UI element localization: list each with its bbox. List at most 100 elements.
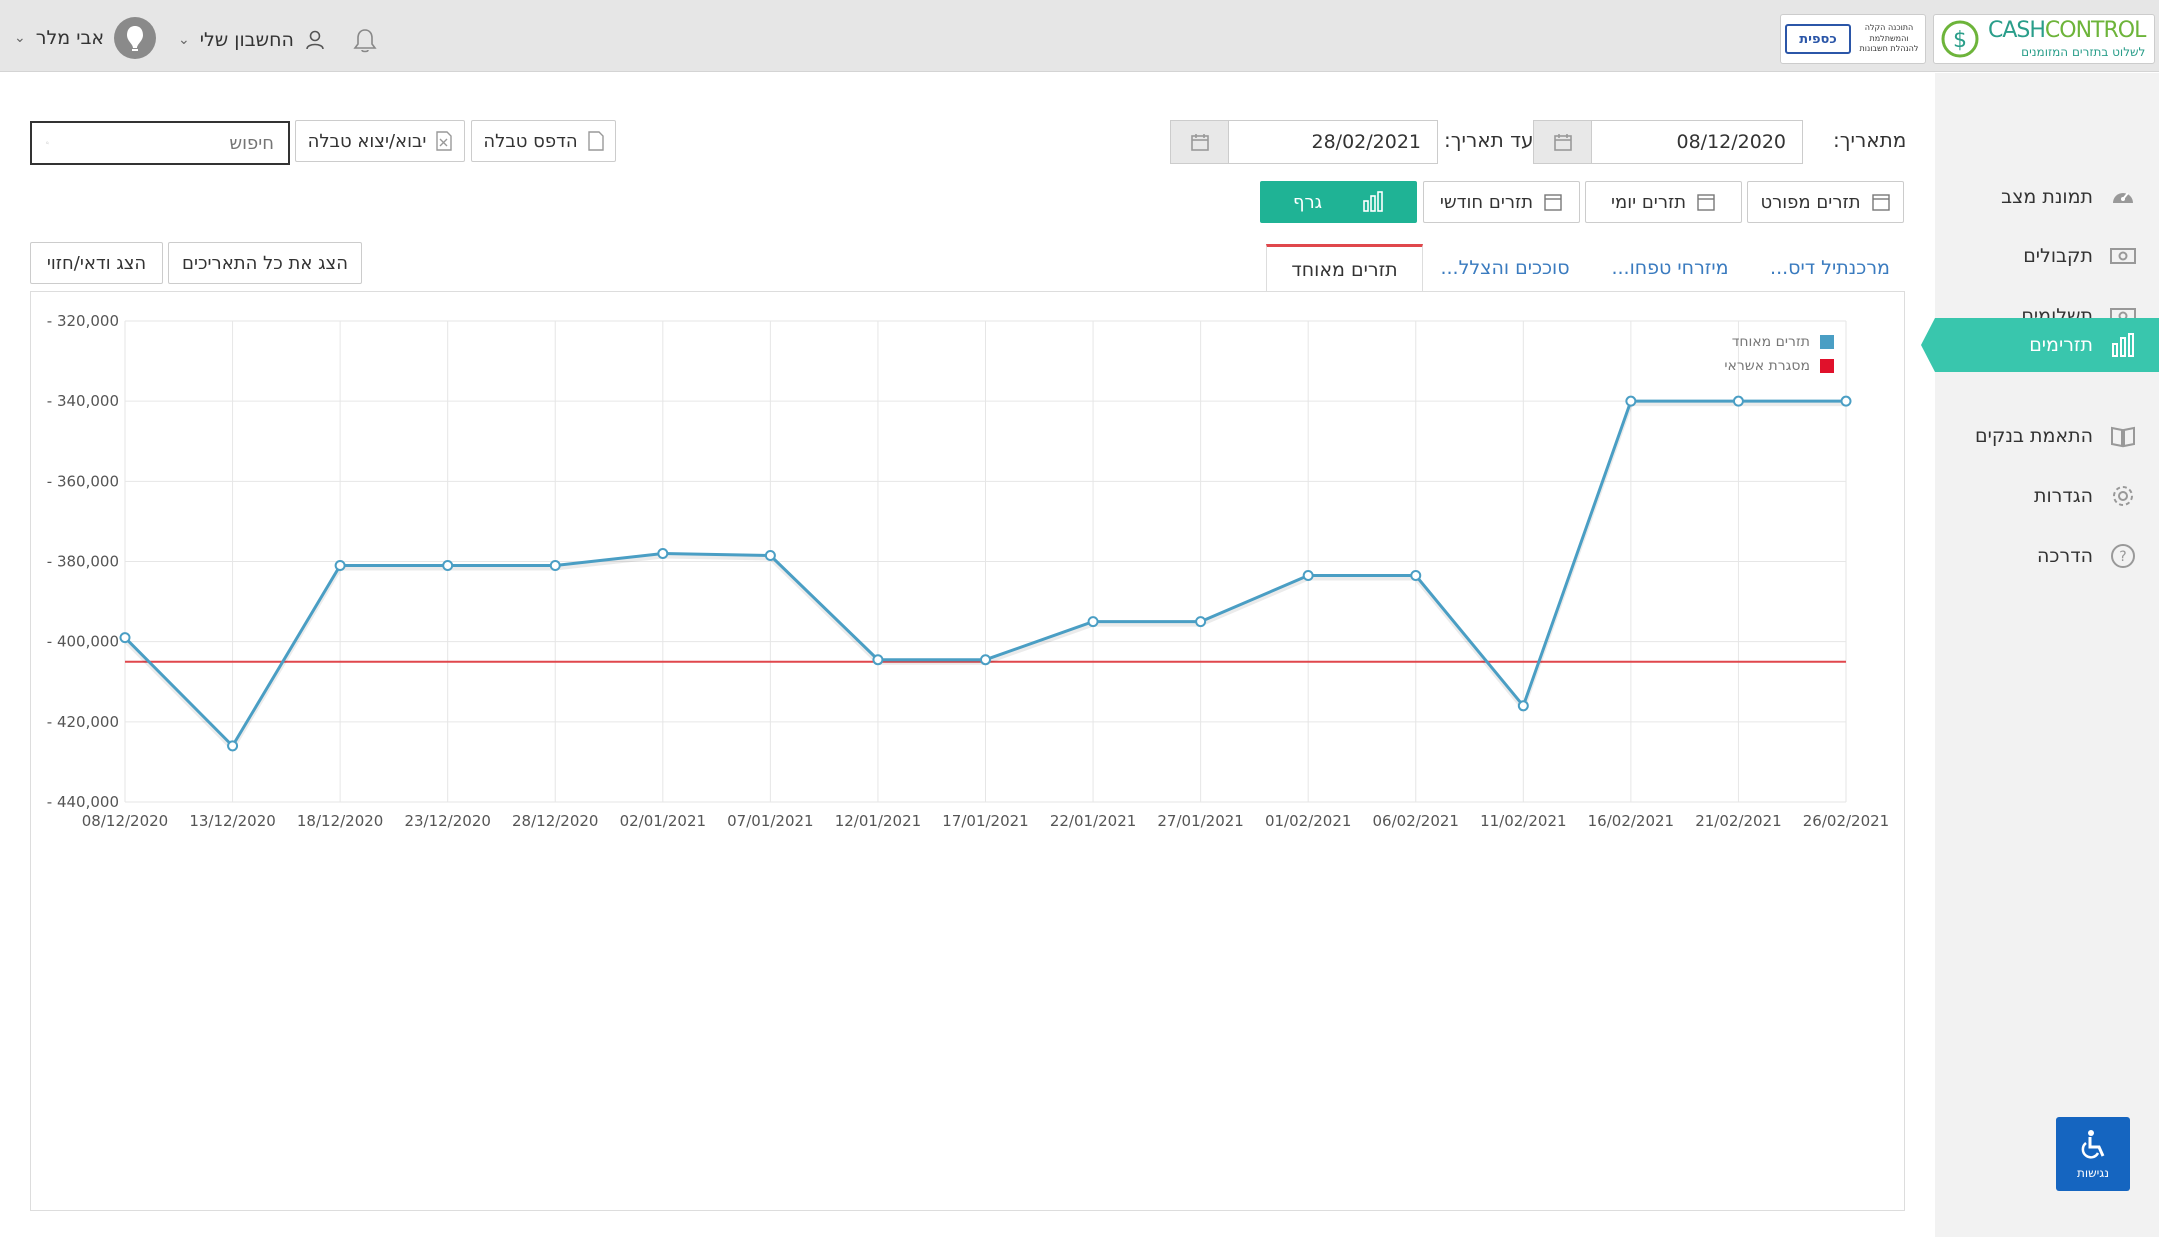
- x-tick-label: 08/12/2020: [82, 812, 168, 830]
- svg-text:$: $: [1953, 28, 1967, 53]
- data-point: [442, 560, 454, 572]
- import-export-label: יבוא/יצוא טבלה: [307, 130, 427, 152]
- chart-panel: - 320,000 - 340,000 - 360,000 - 380,000 - 40…: [30, 291, 1905, 1211]
- show-forecast-label: הצג ודאי/חזוי: [46, 252, 147, 274]
- graph-view-button[interactable]: גרף: [1260, 181, 1417, 223]
- svg-text:?: ?: [2119, 549, 2126, 565]
- sidebar-item-label: הדרכה: [2037, 545, 2093, 567]
- user-menu[interactable]: אבי מלר ⌄: [14, 17, 157, 59]
- x-tick-label: 06/02/2021: [1373, 812, 1459, 830]
- tab-label: מרכנתיל דיס...: [1770, 257, 1890, 279]
- daily-flow-label: תזרים יומי: [1610, 191, 1687, 213]
- chevron-down-icon: ⌄: [178, 32, 190, 48]
- cash-icon: [2109, 242, 2137, 270]
- user-name: אבי מלר: [35, 27, 105, 49]
- x-tick-label: 07/01/2021: [727, 812, 813, 830]
- account-menu[interactable]: החשבון שלי ⌄: [178, 22, 326, 58]
- y-tick-label: - 340,000: [47, 392, 119, 410]
- legend-item[interactable]: מסגרת אשראי: [1724, 354, 1834, 378]
- sidebar-item-settings[interactable]: הגדרות: [1935, 469, 2159, 523]
- data-point: [1302, 570, 1314, 582]
- tab-mizrahi[interactable]: מיזרחי טפחו...: [1595, 244, 1745, 292]
- accessibility-label: נגישות: [2076, 1166, 2110, 1180]
- sidebar-item-dashboard[interactable]: תמונת מצב: [1935, 170, 2159, 224]
- data-point: [119, 632, 131, 644]
- data-point: [549, 560, 561, 572]
- sidebar-item-receipts[interactable]: תקבולים: [1935, 229, 2159, 283]
- x-tick-label: 01/02/2021: [1265, 812, 1351, 830]
- show-all-dates-label: הצג את כל התאריכים: [182, 252, 348, 274]
- x-tick-label: 26/02/2021: [1803, 812, 1889, 830]
- x-tick-label: 17/01/2021: [942, 812, 1028, 830]
- tab-consolidated[interactable]: תזרים מאוחד: [1266, 244, 1423, 292]
- import-export-button[interactable]: יבוא/יצוא טבלה: [295, 120, 465, 162]
- calendar-icon: [1544, 194, 1562, 211]
- daily-flow-button[interactable]: תזרים יומי: [1585, 181, 1742, 223]
- show-all-dates-button[interactable]: הצג את כל התאריכים: [168, 242, 362, 284]
- search-icon[interactable]: [46, 132, 49, 154]
- sidebar-item-bank-reconciliation[interactable]: התאמת בנקים: [1935, 409, 2159, 463]
- to-date-label: עד תאריך:: [1444, 128, 1534, 152]
- book-icon: [2109, 422, 2137, 450]
- accessibility-button[interactable]: נגישות: [2056, 1117, 2130, 1191]
- search-input[interactable]: [49, 132, 274, 154]
- x-tick-label: 02/01/2021: [620, 812, 706, 830]
- legend-swatch: [1820, 335, 1834, 349]
- y-tick-label: - 440,000: [47, 793, 119, 811]
- data-point: [872, 654, 884, 666]
- from-date-value: 08/12/2020: [1676, 131, 1786, 153]
- x-tick-label: 23/12/2020: [404, 812, 490, 830]
- account-label: החשבון שלי: [199, 29, 294, 51]
- legend-item[interactable]: תזרים מאוחד: [1724, 330, 1834, 354]
- chevron-down-icon: ⌄: [14, 30, 26, 46]
- calendar-icon[interactable]: [1171, 121, 1229, 163]
- data-point: [1195, 616, 1207, 628]
- to-date-field[interactable]: 28/02/2021: [1170, 120, 1438, 164]
- x-tick-label: 27/01/2021: [1157, 812, 1243, 830]
- print-table-label: הדפס טבלה: [483, 130, 578, 152]
- kaspit-logo-mark: כספית: [1785, 24, 1851, 54]
- x-tick-label: 12/01/2021: [835, 812, 921, 830]
- data-point: [227, 740, 239, 752]
- monthly-flow-label: תזרים חודשי: [1439, 191, 1534, 213]
- data-point: [1732, 395, 1744, 407]
- user-pin-icon: [127, 26, 144, 51]
- legend-label: תזרים מאוחד: [1731, 334, 1810, 350]
- calendar-icon[interactable]: [1534, 121, 1592, 163]
- data-point: [1840, 395, 1852, 407]
- bar-chart-icon: [1363, 191, 1383, 212]
- sidebar-item-label: תזרימים: [2029, 334, 2093, 356]
- to-date-value: 28/02/2021: [1311, 131, 1421, 153]
- sidebar-item-label: תקבולים: [2023, 245, 2093, 267]
- dashboard-icon: [2109, 183, 2137, 211]
- kaspit-logo[interactable]: כספית התוכנה הקלה והמשתלמת להנהלת חשבונו…: [1780, 14, 1926, 64]
- kaspit-logo-text: התוכנה הקלה והמשתלמת להנהלת חשבונות: [1859, 23, 1919, 54]
- monthly-flow-button[interactable]: תזרים חודשי: [1423, 181, 1580, 223]
- avatar: [114, 17, 157, 59]
- show-forecast-button[interactable]: הצג ודאי/חזוי: [30, 242, 163, 284]
- tab-sochachim[interactable]: סוככים והצלל...: [1425, 244, 1585, 292]
- search-box[interactable]: [30, 121, 290, 165]
- data-point: [1087, 616, 1099, 628]
- y-tick-label: - 420,000: [47, 713, 119, 731]
- from-date-field[interactable]: 08/12/2020: [1533, 120, 1803, 164]
- cashcontrol-logo[interactable]: $ CASHCONTROL לשלוט בתזרים המזומנים: [1933, 14, 2155, 64]
- tab-mercantile[interactable]: מרכנתיל דיס...: [1755, 244, 1905, 292]
- data-point: [657, 547, 669, 559]
- legend-label: מסגרת אשראי: [1724, 358, 1810, 374]
- sidebar-item-label: התאמת בנקים: [1975, 425, 2093, 447]
- x-tick-label: 16/02/2021: [1588, 812, 1674, 830]
- sidebar-item-help[interactable]: הדרכה ?: [1935, 529, 2159, 583]
- y-tick-label: - 320,000: [47, 312, 119, 330]
- x-tick-label: 22/01/2021: [1050, 812, 1136, 830]
- from-date-label: מתאריך:: [1833, 128, 1907, 152]
- sidebar-item-label: הגדרות: [2033, 485, 2093, 507]
- data-point: [764, 549, 776, 561]
- calendar-icon: [1871, 194, 1890, 211]
- bell-icon[interactable]: [350, 26, 380, 56]
- detailed-flow-button[interactable]: תזרים מפורט: [1747, 181, 1904, 223]
- data-point: [1625, 395, 1637, 407]
- gear-icon: [2109, 482, 2137, 510]
- sidebar-item-cashflows[interactable]: תזרימים: [1921, 318, 2159, 372]
- print-table-button[interactable]: הדפס טבלה: [471, 120, 616, 162]
